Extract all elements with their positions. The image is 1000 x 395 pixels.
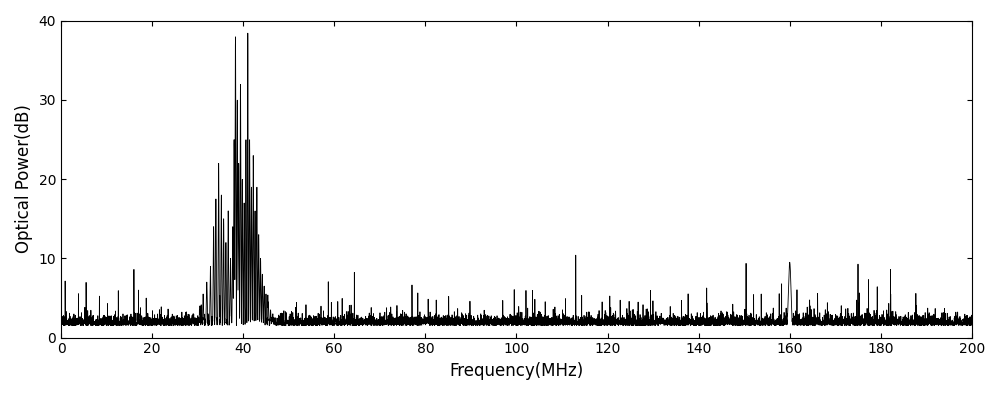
Y-axis label: Optical Power(dB): Optical Power(dB) — [15, 105, 33, 254]
X-axis label: Frequency(MHz): Frequency(MHz) — [449, 362, 584, 380]
